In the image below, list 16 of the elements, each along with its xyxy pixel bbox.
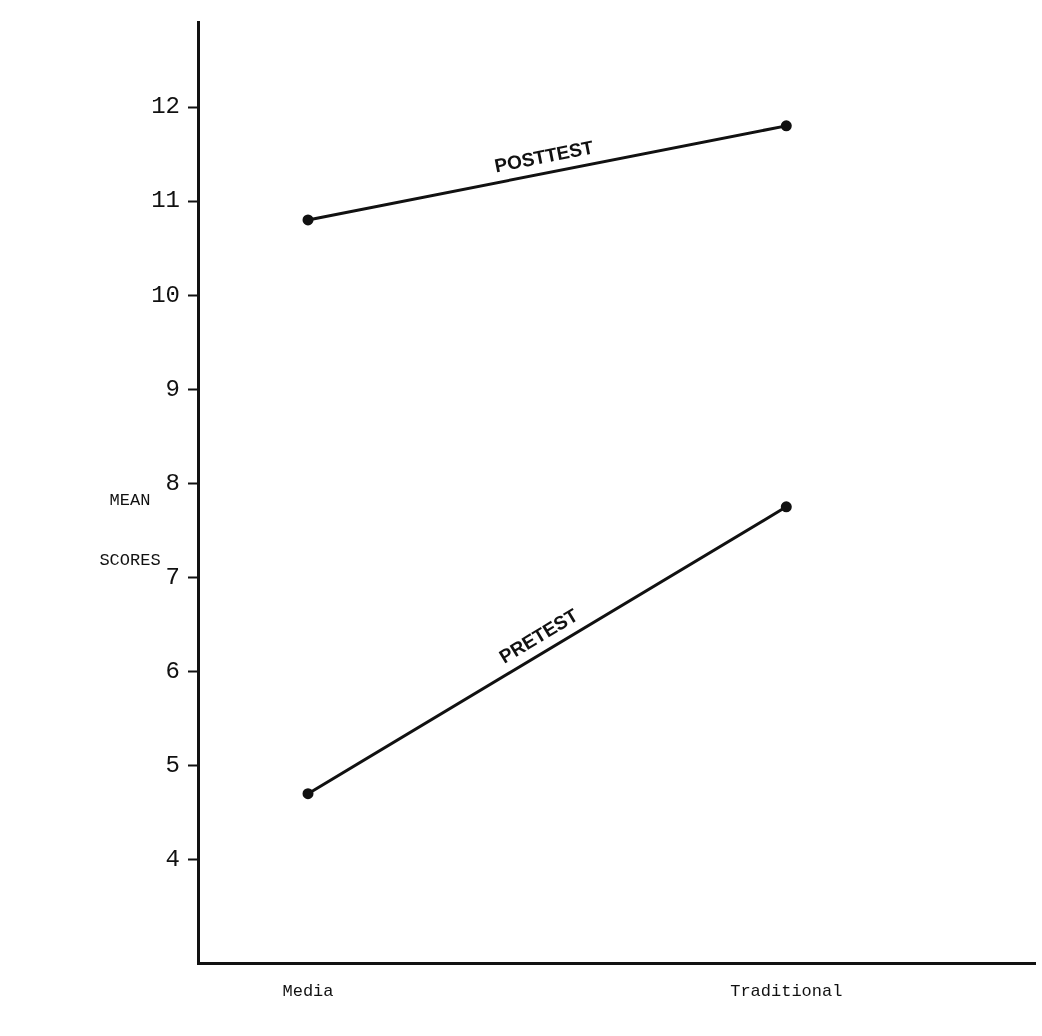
x-tick-label: Traditional (730, 981, 843, 1001)
point (780, 501, 792, 513)
point (302, 214, 314, 226)
y-tick-label: 5 (165, 751, 180, 779)
point (302, 788, 314, 800)
point (780, 120, 792, 132)
x-tick-label: Media (282, 981, 334, 1001)
y-tick-label: 9 (165, 375, 180, 403)
y-tick-label: 4 (165, 845, 180, 873)
text: MEAN SCORES (99, 490, 161, 570)
y-tick-label: 8 (165, 469, 180, 497)
y-tick-label: 10 (151, 281, 180, 309)
y-tick-label: 6 (165, 657, 180, 685)
y-tick-label: 7 (165, 563, 180, 591)
y-tick-label: 11 (151, 187, 180, 215)
y-tick-label: 12 (151, 93, 180, 121)
